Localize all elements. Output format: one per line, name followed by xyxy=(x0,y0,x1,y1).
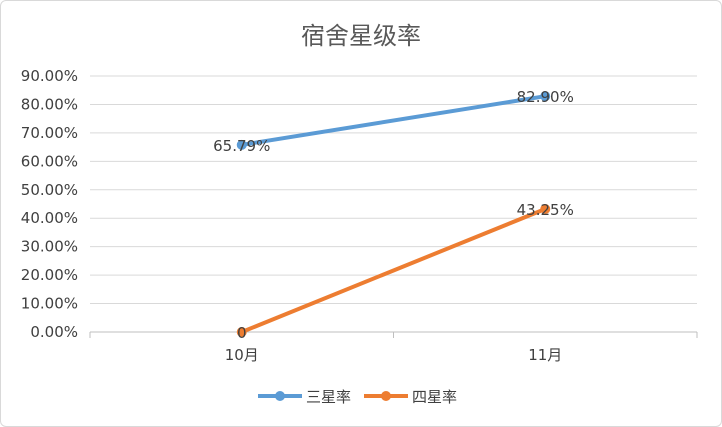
legend: 三星率 四星率 xyxy=(258,388,457,406)
series-line-1 xyxy=(239,206,548,334)
y-axis-ticks: 0.00% 10.00% 20.00% 30.00% 40.00% 50.00% 60.00… xyxy=(21,67,78,341)
y-tick-label: 20.00% xyxy=(21,266,78,284)
y-tick-label: 80.00% xyxy=(21,95,78,113)
series-line-0 xyxy=(239,94,548,147)
y-tick-label: 70.00% xyxy=(21,124,78,142)
y-tick-label: 10.00% xyxy=(21,295,78,313)
y-tick-label: 40.00% xyxy=(21,209,78,227)
data-point xyxy=(540,203,551,214)
gridlines xyxy=(90,75,697,333)
y-tick-label: 50.00% xyxy=(21,181,78,199)
series-lines xyxy=(236,91,551,337)
x-tick-label: 10月 xyxy=(225,346,259,364)
legend-marker xyxy=(275,391,285,401)
y-tick-label: 90.00% xyxy=(21,67,78,85)
y-tick-label: 0.00% xyxy=(30,323,78,341)
data-point xyxy=(236,327,247,337)
data-label: 0 xyxy=(237,324,247,342)
x-axis: 10月 11月 xyxy=(89,332,698,364)
legend-entry: 三星率 xyxy=(306,388,351,406)
legend-entry: 四星率 xyxy=(412,388,457,406)
legend-marker xyxy=(381,391,391,401)
data-label: 65.79% xyxy=(213,137,270,155)
data-label: 82.90% xyxy=(517,88,574,106)
data-labels: 65.79% 82.90% 0 43.25% xyxy=(213,88,574,342)
y-tick-label: 30.00% xyxy=(21,238,78,256)
data-point xyxy=(540,91,551,102)
y-tick-label: 60.00% xyxy=(21,152,78,170)
chart-title: 宿舍星级率 xyxy=(301,22,421,50)
data-label: 43.25% xyxy=(517,201,574,219)
x-tick-label: 11月 xyxy=(528,346,562,364)
data-point xyxy=(236,139,247,150)
